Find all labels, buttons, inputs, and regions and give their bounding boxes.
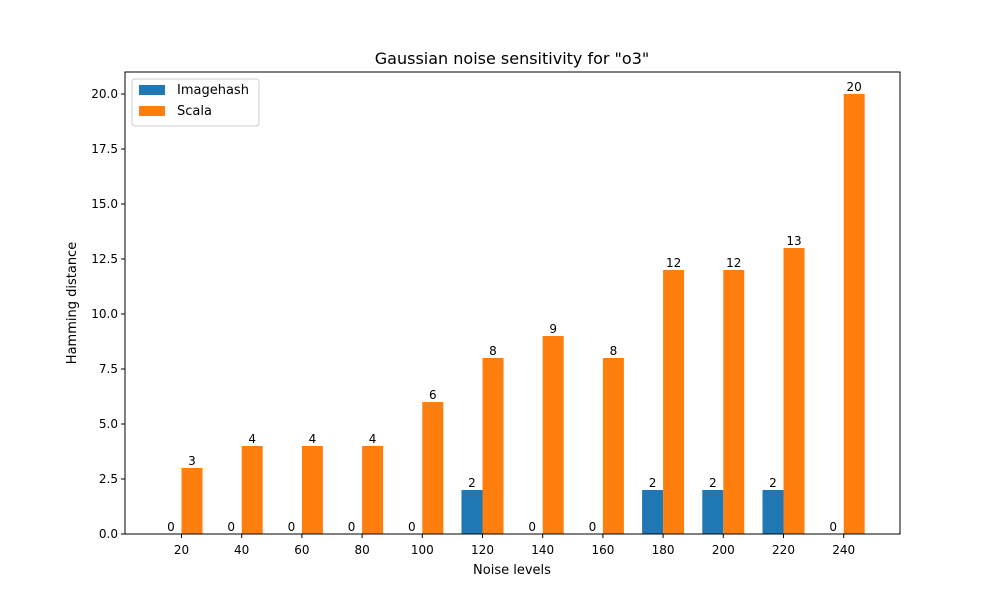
y-axis: 0.0 2.5 5.0 7.5 10.0 12.5 15.0 17.5 20.0 (91, 87, 125, 541)
legend: Imagehash Scala (131, 78, 260, 127)
bar-scala-100 (422, 402, 444, 534)
bar-label-scala-100: 6 (429, 388, 437, 402)
x-axis-label: Noise levels (473, 563, 551, 578)
x-tick-label: 240 (832, 543, 855, 557)
bars-layer (181, 94, 865, 534)
legend-label-scala: Scala (177, 104, 212, 119)
bar-label-imagehash-160: 0 (589, 520, 597, 534)
bar-label-scala-200: 12 (726, 256, 741, 270)
bar-label-imagehash-20: 0 (167, 520, 175, 534)
y-tick-label: 20.0 (91, 87, 118, 101)
bar-scala-20 (181, 468, 203, 534)
bar-imagehash-220 (762, 490, 784, 534)
bar-label-scala-220: 13 (786, 234, 801, 248)
x-tick-label: 20 (174, 543, 189, 557)
bar-label-imagehash-80: 0 (348, 520, 356, 534)
bar-label-imagehash-40: 0 (227, 520, 235, 534)
legend-label-imagehash: Imagehash (177, 83, 249, 98)
bar-label-scala-40: 4 (248, 432, 256, 446)
bar-scala-160 (602, 358, 624, 534)
x-tick-label: 80 (354, 543, 369, 557)
y-tick-label: 7.5 (99, 362, 118, 376)
bar-scala-120 (482, 358, 504, 534)
x-tick-label: 40 (234, 543, 249, 557)
bar-label-scala-60: 4 (309, 432, 317, 446)
bar-label-scala-120: 8 (489, 344, 497, 358)
bar-label-scala-240: 20 (847, 80, 862, 94)
bar-label-imagehash-120: 2 (468, 476, 476, 490)
x-tick-label: 100 (411, 543, 434, 557)
bar-labels-layer: 0 3 0 4 0 4 0 4 0 6 2 8 0 9 0 8 2 12 2 12 2 13 0 20 (167, 80, 862, 534)
legend-swatch-scala (139, 106, 165, 116)
chart-title: Gaussian noise sensitivity for "o3" (375, 49, 649, 68)
bar-label-imagehash-200: 2 (709, 476, 717, 490)
bar-imagehash-200 (702, 490, 724, 534)
x-tick-label: 120 (471, 543, 494, 557)
y-tick-label: 17.5 (91, 142, 118, 156)
bar-label-scala-180: 12 (666, 256, 681, 270)
bar-scala-220 (783, 248, 805, 534)
bar-label-scala-80: 4 (369, 432, 377, 446)
bar-label-scala-20: 3 (188, 454, 196, 468)
x-tick-label: 60 (294, 543, 309, 557)
bar-scala-80 (362, 446, 384, 534)
x-tick-label: 180 (652, 543, 675, 557)
y-axis-label: Hamming distance (65, 242, 80, 364)
bar-label-scala-140: 9 (549, 322, 557, 336)
bar-imagehash-180 (642, 490, 664, 534)
y-tick-label: 2.5 (99, 472, 118, 486)
bar-label-imagehash-60: 0 (288, 520, 296, 534)
x-tick-label: 200 (712, 543, 735, 557)
y-tick-label: 12.5 (91, 252, 118, 266)
bar-scala-140 (542, 336, 564, 534)
x-tick-label: 140 (531, 543, 554, 557)
plot-frame (124, 71, 901, 535)
bar-label-imagehash-240: 0 (829, 520, 837, 534)
bar-scala-40 (241, 446, 263, 534)
y-tick-label: 10.0 (91, 307, 118, 321)
legend-swatch-imagehash (139, 85, 165, 95)
x-axis: 20 40 60 80 100 120 140 160 180 200 220 240 (174, 534, 855, 557)
bar-label-imagehash-140: 0 (528, 520, 536, 534)
bar-label-imagehash-100: 0 (408, 520, 416, 534)
bar-label-scala-160: 8 (610, 344, 618, 358)
bar-scala-240 (843, 94, 865, 534)
bar-scala-180 (663, 270, 685, 534)
bar-label-imagehash-220: 2 (769, 476, 777, 490)
x-tick-label: 160 (591, 543, 614, 557)
bar-label-imagehash-180: 2 (649, 476, 657, 490)
y-tick-label: 15.0 (91, 197, 118, 211)
bar-scala-60 (301, 446, 323, 534)
y-tick-label: 0.0 (99, 527, 118, 541)
y-tick-label: 5.0 (99, 417, 118, 431)
x-tick-label: 220 (772, 543, 795, 557)
bar-imagehash-120 (461, 490, 483, 534)
bar-scala-200 (723, 270, 745, 534)
